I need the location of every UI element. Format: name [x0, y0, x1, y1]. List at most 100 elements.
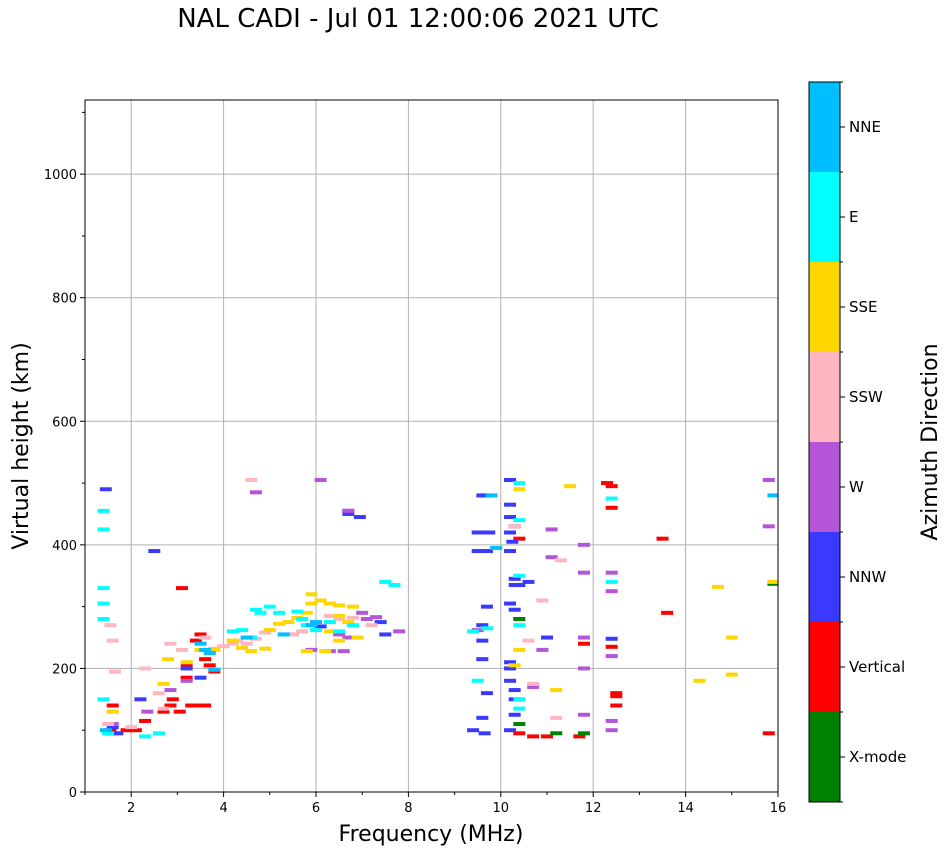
echo-mark-e — [254, 610, 267, 615]
echo-mark-sse — [351, 635, 364, 640]
y-axis: 0 200 400 600 800 1000 — [44, 111, 85, 801]
echo-mark-w — [393, 629, 406, 634]
echo-mark-vertical — [610, 703, 623, 708]
echo-mark-w — [577, 635, 590, 640]
echo-mark-sse — [300, 649, 313, 654]
echo-mark-nnw — [504, 502, 517, 507]
echo-mark-w — [141, 709, 154, 714]
echo-mark-w — [762, 524, 775, 529]
echo-mark-nnw — [194, 675, 207, 680]
echo-mark-w — [545, 555, 558, 560]
echo-mark-nne — [490, 545, 503, 550]
echo-mark-ssw — [240, 641, 253, 646]
echo-mark-e — [97, 527, 110, 532]
echo-mark-nnw — [504, 549, 517, 554]
echo-mark-nnw — [504, 660, 517, 665]
echo-mark-e — [467, 629, 480, 634]
echo-mark-ssw — [152, 691, 165, 696]
colorbar-swatch — [809, 622, 840, 712]
echo-mark-sse — [282, 620, 295, 625]
echo-mark-nnw — [508, 688, 521, 693]
echo-mark-nnw — [148, 549, 161, 554]
colorbar-tick-label: SSE — [849, 298, 878, 316]
echo-mark-nnw — [180, 666, 193, 671]
echo-mark-e — [263, 604, 276, 609]
echo-mark-w — [577, 712, 590, 717]
echo-mark-vertical — [605, 505, 618, 510]
echo-mark-e — [605, 496, 618, 501]
echo-mark-nnw — [522, 579, 535, 584]
echo-mark-w — [333, 632, 346, 637]
colorbar-swatch — [809, 172, 840, 262]
echo-mark-vertical — [601, 481, 614, 486]
echo-mark-vertical — [194, 632, 207, 637]
echo-mark-sse — [157, 681, 170, 686]
echo-mark-ssw — [296, 629, 309, 634]
colorbar-swatch — [809, 352, 840, 442]
echo-mark-w — [577, 542, 590, 547]
x-tick-label: 2 — [127, 801, 135, 816]
echo-mark-e — [226, 629, 239, 634]
echo-mark-nnw — [504, 678, 517, 683]
echo-mark-e — [513, 706, 526, 711]
colorbar-tick-label: NNW — [849, 568, 886, 586]
echo-mark-ssw — [554, 558, 567, 563]
echo-mark-ssw — [102, 722, 115, 727]
echo-mark-w — [605, 718, 618, 723]
echo-mark-ssw — [365, 623, 378, 628]
colorbar-swatch — [809, 262, 840, 352]
echo-mark-vertical — [139, 718, 152, 723]
y-tick-label: 800 — [52, 292, 77, 307]
colorbar: X-mode Vertical NNW W SSW SSE E NNE — [808, 81, 906, 803]
y-tick-label: 200 — [52, 662, 77, 677]
echo-mark-sse — [725, 672, 738, 677]
echo-mark-e — [513, 623, 526, 628]
echo-mark-sse — [513, 487, 526, 492]
echo-mark-sse — [314, 598, 327, 603]
echo-mark-ssw — [106, 638, 119, 643]
echo-mark-nne — [305, 623, 318, 628]
echo-mark-w — [337, 649, 350, 654]
echo-mark-e — [513, 573, 526, 578]
echo-mark-sse — [259, 646, 272, 651]
echo-mark-w — [360, 617, 373, 621]
echo-mark-vertical — [129, 728, 142, 733]
echo-mark-nnw — [605, 636, 618, 641]
echo-mark-w — [605, 570, 618, 575]
echo-mark-vertical — [173, 709, 186, 714]
echo-mark-sse — [106, 709, 119, 714]
echo-mark-vertical — [656, 536, 669, 541]
echo-mark-w — [762, 477, 775, 482]
echo-mark-ssw — [346, 615, 359, 620]
echo-mark-nnw — [99, 487, 112, 492]
echo-mark-vertical — [189, 638, 202, 643]
echo-mark-nnw — [480, 691, 493, 696]
x-tick-label: 4 — [219, 801, 227, 816]
echo-mark-w — [164, 688, 177, 693]
echo-mark-vertical — [605, 484, 618, 489]
echo-mark-ssw — [550, 715, 563, 720]
echo-mark-sse — [245, 649, 258, 654]
x-axis-label: Frequency (MHz) — [339, 822, 524, 847]
echo-mark-e — [471, 678, 484, 683]
echo-mark-sse — [305, 601, 318, 606]
echo-mark-nne — [277, 632, 290, 637]
echo-mark-nnw — [471, 530, 484, 535]
echo-mark-sse — [333, 603, 346, 608]
echo-mark-nnw — [504, 530, 517, 535]
echo-mark-ssw — [333, 617, 346, 621]
echo-mark-nnw — [379, 632, 392, 637]
echo-mark-e — [296, 617, 309, 621]
echo-mark-nnw — [504, 515, 517, 520]
echo-mark-x-mode — [513, 617, 526, 621]
echo-mark-nne — [199, 647, 212, 652]
echo-mark-ssw — [217, 644, 230, 649]
echo-mark-sse — [226, 638, 239, 643]
x-tick-label: 10 — [493, 801, 510, 816]
x-tick-label: 14 — [677, 801, 694, 816]
plot-frame — [84, 99, 779, 793]
echo-mark-vertical — [573, 734, 586, 739]
colorbar-swatch — [809, 532, 840, 622]
echo-mark-sse — [564, 484, 577, 489]
echo-mark-nnw — [134, 697, 147, 702]
